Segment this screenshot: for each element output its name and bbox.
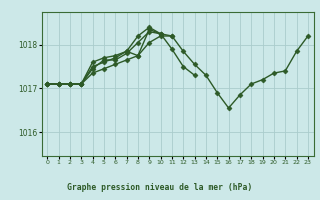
Text: Graphe pression niveau de la mer (hPa): Graphe pression niveau de la mer (hPa) — [68, 182, 252, 192]
